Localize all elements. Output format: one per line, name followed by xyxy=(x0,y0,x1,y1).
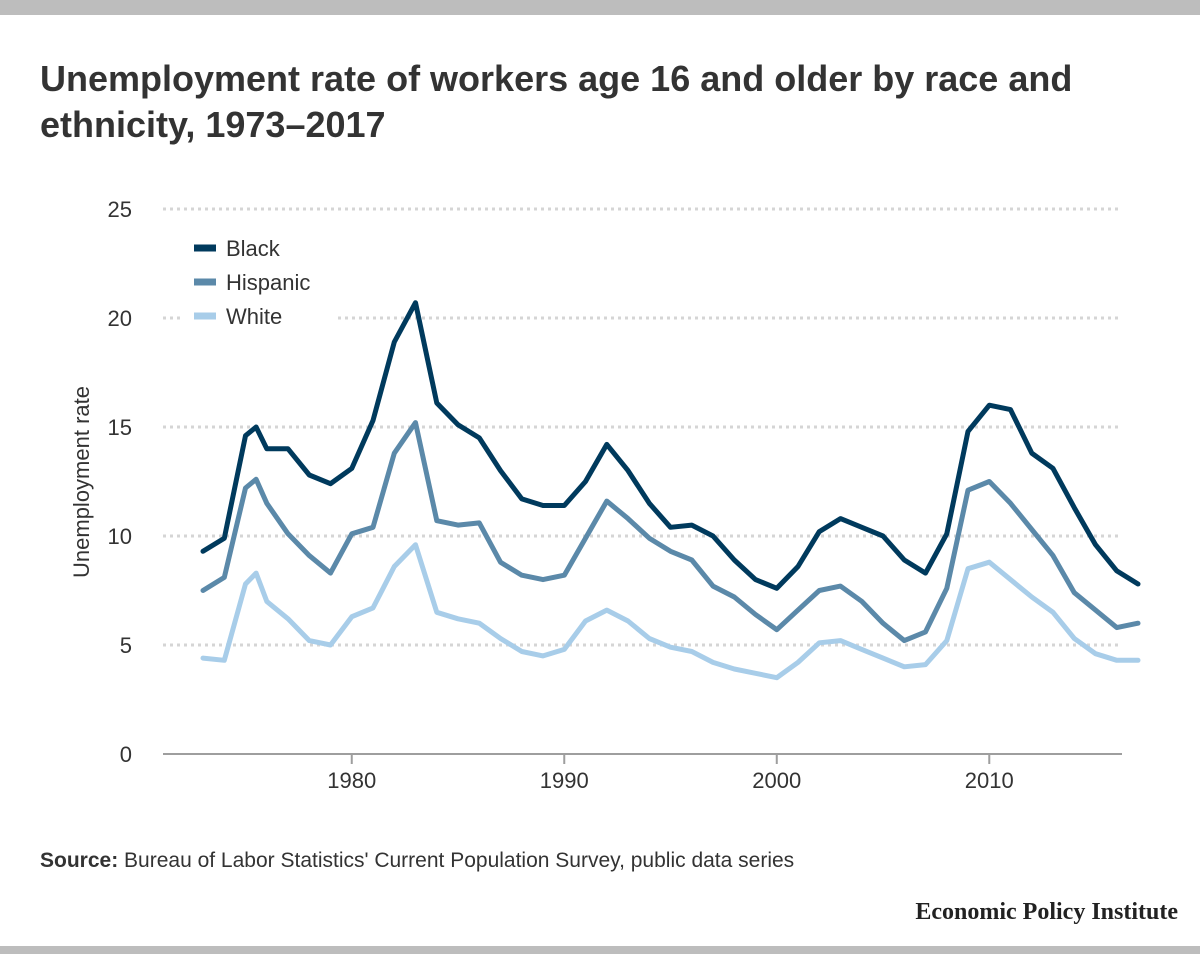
legend-label-white: White xyxy=(226,304,282,329)
series-line-hispanic xyxy=(200,420,1141,644)
legend-label-black: Black xyxy=(226,236,281,261)
chart-title: Unemployment rate of workers age 16 and … xyxy=(40,58,1073,145)
x-tick-label-1980: 1980 xyxy=(327,768,376,793)
x-tick-label-2010: 2010 xyxy=(965,768,1014,793)
series-line-white xyxy=(200,542,1141,681)
x-tick-label-1990: 1990 xyxy=(540,768,589,793)
series-line-black xyxy=(200,300,1141,591)
legend-label-hispanic: Hispanic xyxy=(226,270,310,295)
bottom-border-bar xyxy=(0,946,1200,954)
y-tick-label-25: 25 xyxy=(108,197,132,222)
source-label: Source: xyxy=(40,849,119,872)
top-border-bar xyxy=(0,0,1200,15)
source-note: Source: Bureau of Labor Statistics' Curr… xyxy=(40,849,794,873)
brand-logo-text: Economic Policy Institute xyxy=(915,899,1178,925)
y-tick-label-5: 5 xyxy=(120,633,132,658)
y-tick-label-15: 15 xyxy=(108,415,132,440)
y-tick-label-0: 0 xyxy=(120,742,132,767)
y-tick-label-20: 20 xyxy=(108,306,132,331)
line-chart: 0 5 10 15 20 25 1980 1990 2000 2010 Unemployment r… xyxy=(69,197,1141,793)
y-tick-label-10: 10 xyxy=(108,524,132,549)
y-axis-label: Unemployment rate xyxy=(69,386,94,578)
x-tick-label-2000: 2000 xyxy=(752,768,801,793)
source-text: Bureau of Labor Statistics' Current Popu… xyxy=(124,849,795,872)
